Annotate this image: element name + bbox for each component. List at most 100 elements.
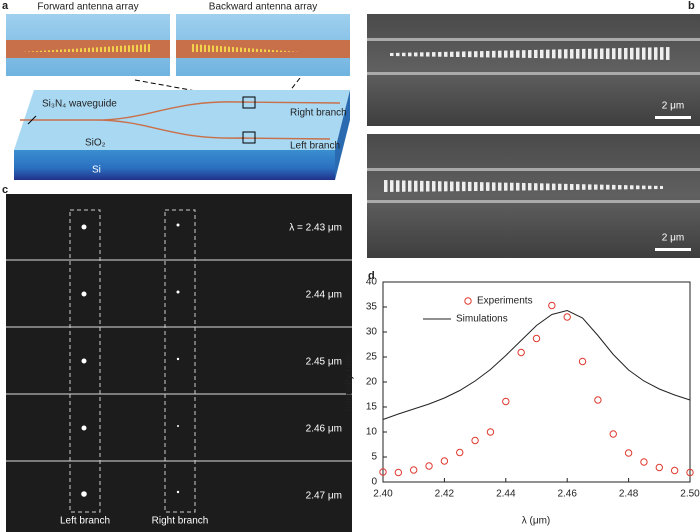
cladding-label: SiO₂ [85, 138, 106, 149]
sem-edge [367, 72, 700, 75]
left-roi [69, 209, 101, 513]
zoom-box [242, 96, 256, 109]
backward-antenna [192, 44, 300, 52]
y-tick-label: 5 [371, 452, 377, 463]
y-tick-label: 15 [366, 402, 378, 413]
scale-bar [655, 248, 691, 251]
data-point [640, 458, 648, 466]
sem-image [367, 134, 700, 258]
data-point [686, 468, 694, 477]
data-point [440, 457, 449, 465]
data-point [670, 466, 679, 475]
wavelength-label: 2.47 μm [306, 491, 342, 502]
panel-label: b [688, 0, 695, 12]
y-tick-label: 25 [366, 352, 378, 363]
forward-antenna [22, 44, 150, 52]
camera-image [6, 194, 352, 532]
x-tick-label: 2.44 [496, 489, 516, 500]
sem-edge [367, 200, 700, 203]
scale-bar [655, 116, 691, 119]
sem-antenna [390, 47, 670, 60]
data-point [624, 449, 633, 457]
legend-label: Simulations [456, 314, 508, 325]
waveguide-strip [176, 40, 350, 58]
waveguide [20, 101, 341, 140]
sem-antenna [383, 180, 663, 192]
y-axis-label: Intensity ratio [344, 352, 355, 412]
panel-label: d [368, 270, 375, 282]
data-point [655, 463, 663, 472]
simulation-line [382, 309, 691, 420]
data-point [410, 466, 418, 474]
x-tick-label: 2.42 [435, 489, 455, 500]
y-tick-label: 10 [366, 427, 378, 438]
spot [81, 224, 87, 230]
x-tick-label: 2.50 [680, 489, 700, 500]
substrate-label: Si [92, 165, 101, 176]
chip-side [335, 90, 350, 180]
panel-a: a Forward antenna array Backward antenna… [2, 0, 350, 180]
x-tick-label: 2.48 [619, 489, 639, 500]
left-label: Left branch [60, 516, 110, 527]
spot [81, 491, 87, 497]
data-point [486, 428, 495, 436]
plot-frame [382, 281, 691, 483]
panel-c: c λ = 2.43 μm 2.44 μm 2.45 μm 2.46 μm 2.… [2, 184, 352, 532]
y-tick-label: 20 [366, 377, 378, 388]
y-tick-label: 0 [371, 477, 377, 488]
spot [81, 358, 87, 364]
scale-label: 2 μm [662, 233, 684, 244]
x-axis-label: λ (μm) [522, 516, 551, 527]
waveguide-label: Si₃N₄ waveguide [42, 99, 117, 110]
y-tick-label: 40 [366, 277, 378, 288]
y-tick-label: 30 [366, 327, 378, 338]
forward-label: Forward antenna array [37, 2, 138, 13]
wavelength-label: 2.44 μm [306, 290, 342, 301]
y-tick-label: 35 [366, 302, 378, 313]
data-point [394, 468, 403, 477]
arrow [27, 115, 37, 125]
spot [81, 425, 87, 431]
right-roi [164, 209, 196, 513]
spot [176, 223, 180, 227]
left-branch-label: Left branch [290, 141, 340, 152]
sem-edge [367, 168, 700, 171]
x-tick-label: 2.40 [373, 489, 393, 500]
sem-image [367, 14, 700, 126]
right-branch-label: Right branch [290, 108, 347, 119]
data-point [379, 468, 387, 476]
data-point [471, 436, 479, 445]
panel-label: a [2, 0, 9, 12]
wavelength-label: 2.46 μm [306, 424, 342, 435]
legend-label: Experiments [477, 296, 533, 307]
data-point [578, 357, 587, 366]
x-tick-label: 2.46 [557, 489, 577, 500]
scale-label: 2 μm [662, 101, 684, 112]
data-point [517, 348, 525, 357]
wavelength-label: λ = 2.43 μm [289, 223, 342, 234]
data-point [532, 334, 541, 343]
data-point [609, 430, 617, 438]
legend-marker [464, 297, 472, 305]
right-label: Right branch [152, 516, 209, 527]
data-point [594, 396, 602, 404]
data-point [548, 301, 556, 310]
sem-edge [367, 38, 700, 41]
panel-d: d λ (μm) Intensity ratio 2.40 2.42 2.44 2.4… [344, 270, 700, 527]
spot [81, 291, 87, 297]
data-point [563, 313, 571, 321]
zoom-box [242, 131, 256, 144]
chip-top [14, 90, 350, 150]
panel-label: c [2, 184, 8, 196]
data-point [456, 448, 464, 457]
data-point [425, 462, 433, 470]
panel-b: b 2 μm 2 μm [367, 0, 700, 258]
backward-label: Backward antenna array [209, 2, 317, 13]
wavelength-label: 2.45 μm [306, 357, 342, 368]
spot [176, 357, 180, 361]
data-point [502, 397, 510, 406]
chip-front [14, 150, 335, 180]
spot [176, 490, 180, 494]
spot [177, 425, 179, 427]
